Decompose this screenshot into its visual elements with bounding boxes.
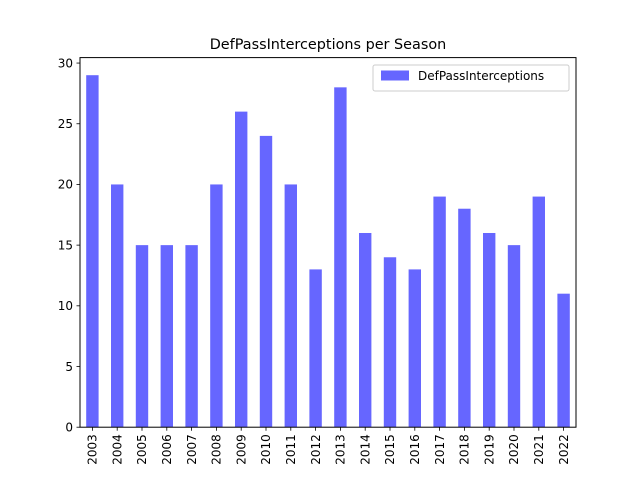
x-tick-label: 2019 (482, 434, 496, 465)
y-tick-label: 5 (65, 360, 73, 374)
x-tick-label: 2017 (433, 434, 447, 465)
bar-2008 (210, 184, 223, 428)
bar-2019 (483, 232, 496, 428)
legend-swatch (381, 70, 409, 81)
y-tick-label: 20 (58, 178, 73, 192)
bar-2012 (309, 269, 322, 428)
bar-2014 (359, 232, 372, 428)
x-tick-label: 2006 (160, 434, 174, 465)
bar-2016 (408, 269, 421, 428)
x-tick-label: 2020 (507, 434, 521, 465)
legend: DefPassInterceptions (372, 64, 570, 92)
bar-2009 (235, 111, 248, 428)
bar-2010 (259, 135, 273, 428)
bar-2017 (433, 196, 446, 428)
y-tick-label: 15 (58, 238, 73, 252)
x-tick-label: 2011 (284, 434, 298, 465)
y-tick-label: 30 (58, 56, 73, 70)
x-tick-label: 2018 (458, 434, 472, 465)
bar-2004 (111, 184, 124, 428)
y-tick-label: 0 (65, 421, 73, 435)
x-tick-label: 2014 (358, 434, 372, 465)
y-tick-label: 10 (58, 299, 73, 313)
legend-box (372, 64, 570, 92)
plot-frame (79, 57, 577, 428)
x-tick-label: 2008 (210, 434, 224, 465)
bar-2015 (383, 257, 397, 428)
x-tick-label: 2022 (557, 434, 571, 465)
x-tick-label: 2005 (135, 434, 149, 465)
x-tick-label: 2012 (309, 434, 323, 465)
x-tick-label: 2015 (383, 434, 397, 465)
x-tick-label: 2013 (334, 434, 348, 465)
x-tick-label: 2009 (234, 434, 248, 465)
bar-2013 (334, 87, 347, 428)
bar-2018 (458, 208, 471, 428)
bar-2011 (284, 184, 297, 428)
x-tick-label: 2003 (86, 434, 100, 465)
bar-2007 (185, 245, 198, 428)
bar-2006 (160, 245, 173, 428)
x-tick-label: 2021 (532, 434, 546, 465)
bar-2003 (86, 75, 99, 428)
bars-layer (86, 75, 570, 428)
x-tick-label: 2016 (408, 434, 422, 465)
chart-title: DefPassInterceptions per Season (210, 37, 447, 53)
x-tick-label: 2007 (185, 434, 199, 465)
bar-2022 (557, 293, 570, 428)
y-axis: 0 5 10 15 20 25 30 (58, 56, 80, 435)
legend-label: DefPassInterceptions (418, 69, 544, 83)
bar-2020 (507, 245, 521, 428)
x-tick-label: 2010 (259, 434, 273, 465)
bar-2021 (532, 196, 545, 428)
x-tick-label: 2004 (110, 434, 124, 465)
y-tick-label: 25 (58, 117, 73, 131)
x-axis: 2003 2004 2005 2006 2007 2008 2009 2010 2011 2012… (86, 427, 571, 465)
bar-2005 (135, 245, 149, 428)
